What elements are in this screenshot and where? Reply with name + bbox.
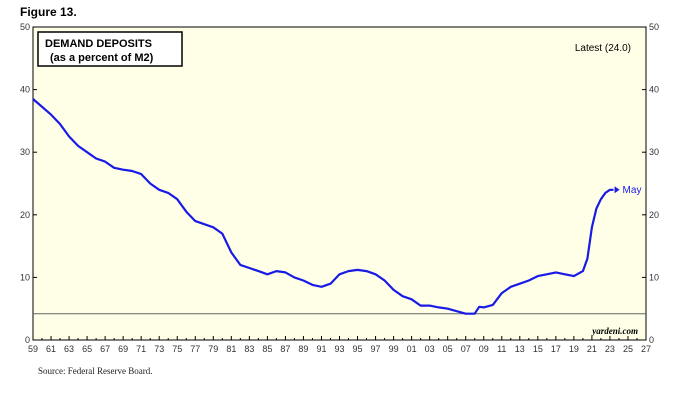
end-label-may: May [623, 185, 642, 196]
x-tick-label: 61 [46, 344, 56, 354]
plot-area [32, 26, 647, 341]
y-tick-label-right: 30 [649, 147, 659, 157]
x-tick-label: 77 [190, 344, 200, 354]
x-tick-label: 67 [100, 344, 110, 354]
x-tick-label: 99 [389, 344, 399, 354]
y-tick-label-right: 0 [649, 335, 654, 345]
x-tick-label: 69 [118, 344, 128, 354]
x-tick-label: 63 [64, 344, 74, 354]
x-tick-label: 23 [605, 344, 615, 354]
x-tick-label: 91 [316, 344, 326, 354]
latest-annotation: Latest (24.0) [575, 43, 631, 54]
x-tick-label: 89 [298, 344, 308, 354]
series-line-demand-deposits [32, 98, 614, 315]
chart-title: DEMAND DEPOSITS [45, 38, 152, 50]
x-tick-label: 65 [82, 344, 92, 354]
y-tick-label-right: 10 [649, 272, 659, 282]
x-tick-label: 25 [623, 344, 633, 354]
y-tick-label-right: 40 [649, 85, 659, 95]
figure-label: Figure 13. [20, 5, 77, 19]
y-tick-label-left: 10 [20, 272, 30, 282]
y-tick-label-right: 50 [649, 22, 659, 32]
source-note: Source: Federal Reserve Board. [38, 366, 153, 376]
x-tick-label: 79 [208, 344, 218, 354]
x-tick-label: 87 [280, 344, 290, 354]
x-tick-label: 03 [425, 344, 435, 354]
y-tick-label-right: 20 [649, 210, 659, 220]
x-tick-label: 19 [569, 344, 579, 354]
credit-label: yardeni.com [591, 326, 638, 336]
x-tick-label: 07 [461, 344, 471, 354]
x-tick-label: 81 [226, 344, 236, 354]
y-tick-label-left: 50 [20, 22, 30, 32]
x-tick-label: 73 [154, 344, 164, 354]
y-axis-right: 0 10 20 30 40 50 [642, 22, 659, 345]
y-tick-label-left: 30 [20, 147, 30, 157]
y-tick-label-left: 0 [25, 335, 30, 345]
y-tick-label-left: 40 [20, 85, 30, 95]
chart-subtitle: (as a percent of M2) [50, 52, 154, 64]
x-tick-label: 13 [515, 344, 525, 354]
x-tick-label: 85 [262, 344, 272, 354]
x-tick-label: 97 [371, 344, 381, 354]
x-tick-label: 95 [353, 344, 363, 354]
x-tick-label: 71 [136, 344, 146, 354]
title-box [37, 31, 183, 67]
x-tick-label: 01 [407, 344, 417, 354]
x-axis: 59 61 63 65 67 69 71 73 75 77 79 81 83 85 87 89 91 93 95 97… [28, 336, 651, 354]
x-tick-label: 93 [334, 344, 344, 354]
x-tick-label: 15 [533, 344, 543, 354]
x-tick-label: 11 [497, 344, 506, 354]
x-tick-label: 21 [587, 344, 597, 354]
x-tick-label: 75 [172, 344, 182, 354]
end-arrow-icon [614, 186, 620, 194]
y-tick-label-left: 20 [20, 210, 30, 220]
y-axis-left: 0 10 20 30 40 50 [20, 22, 37, 345]
x-tick-label: 09 [479, 344, 489, 354]
x-tick-label: 17 [551, 344, 561, 354]
x-tick-label: 59 [28, 344, 38, 354]
x-tick-label: 27 [641, 344, 651, 354]
x-tick-label: 05 [443, 344, 453, 354]
x-tick-label: 83 [244, 344, 254, 354]
